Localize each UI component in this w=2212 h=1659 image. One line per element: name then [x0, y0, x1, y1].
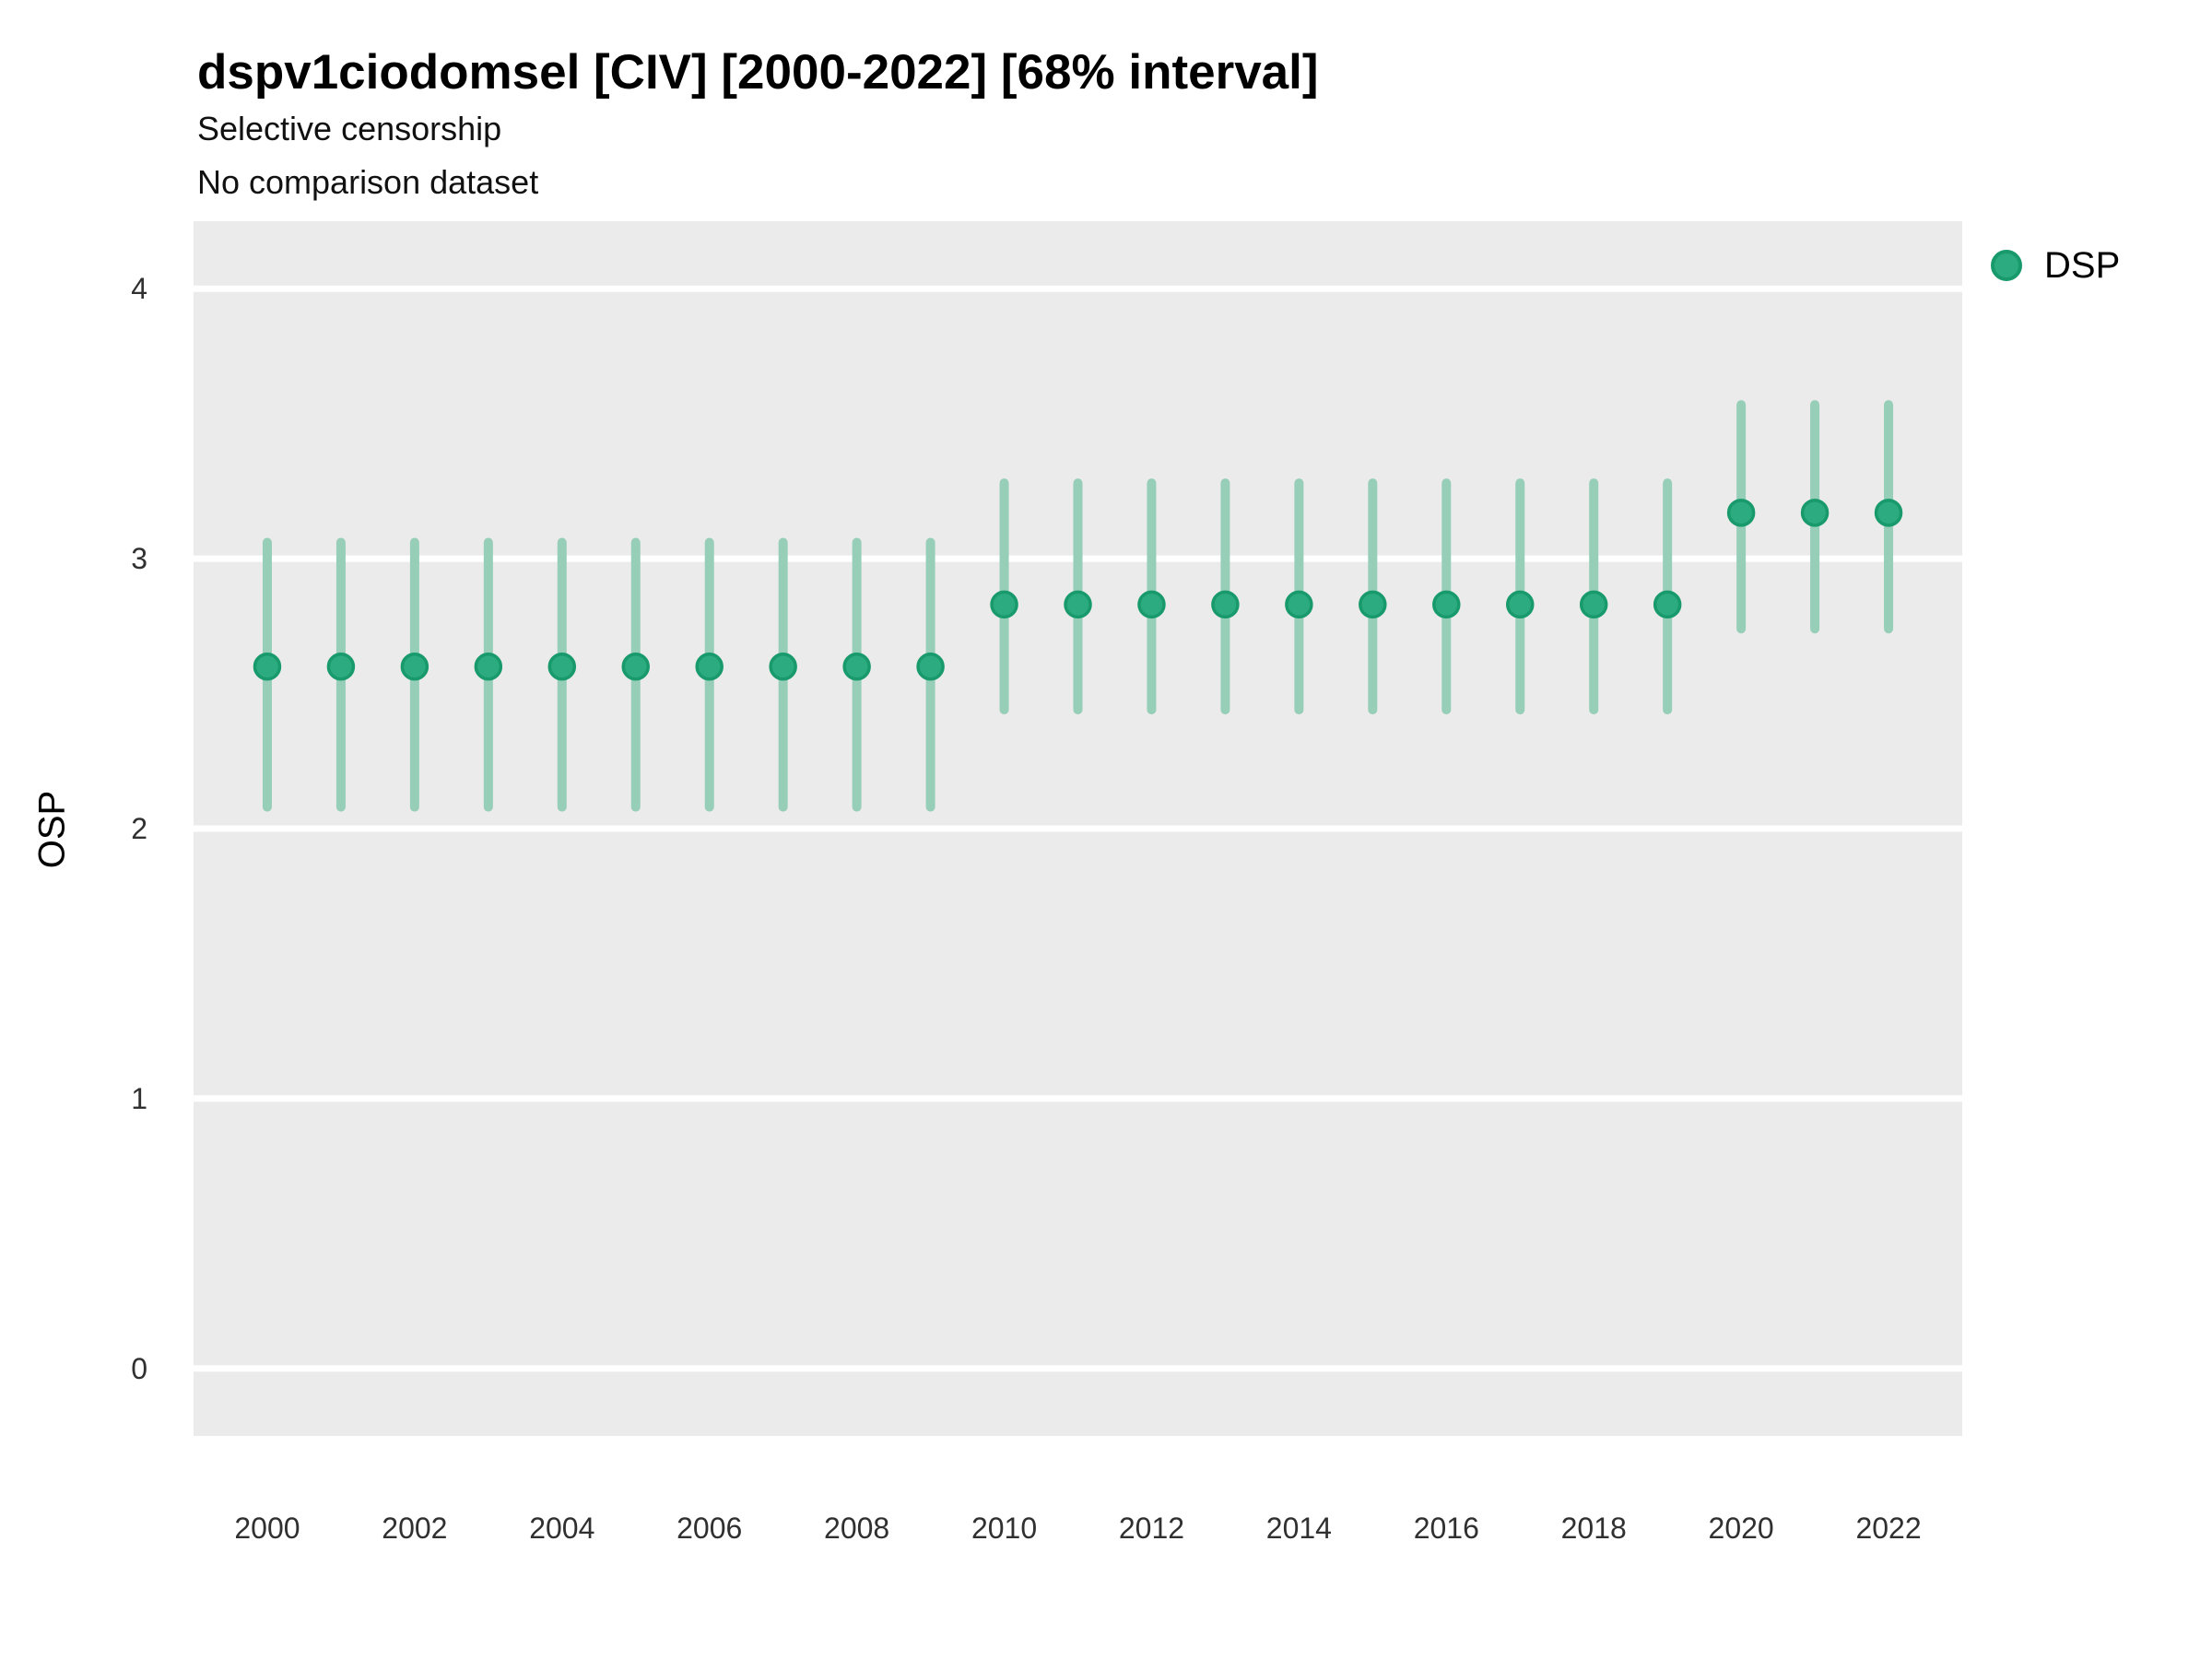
data-point-2018: [1579, 590, 1608, 619]
data-point-2020: [1726, 499, 1756, 527]
data-point-2001: [326, 653, 356, 681]
data-point-2003: [474, 653, 503, 681]
data-point-2007: [769, 653, 797, 681]
y-tick-label-0: 0: [131, 1351, 147, 1385]
x-tick-label-2018: 2018: [1560, 1512, 1627, 1545]
y-tick-label-1: 1: [131, 1081, 147, 1115]
data-point-2014: [1285, 590, 1313, 619]
data-point-2006: [695, 653, 724, 681]
x-tick-label-2016: 2016: [1413, 1512, 1479, 1545]
data-point-2010: [990, 590, 1018, 619]
data-point-2002: [400, 653, 429, 681]
data-point-2015: [1359, 590, 1387, 619]
data-point-2008: [842, 653, 871, 681]
y-tick-label-4: 4: [131, 272, 147, 306]
y-tick-label-2: 2: [131, 812, 147, 845]
data-point-2011: [1064, 590, 1092, 619]
chart-panel: [194, 221, 1962, 1436]
legend-point-icon: [1991, 250, 2022, 281]
x-tick-label-2004: 2004: [529, 1512, 595, 1545]
plot-subtitle-line1: Selective censorship: [197, 110, 502, 147]
x-tick-label-2012: 2012: [1118, 1512, 1185, 1545]
x-tick-label-2006: 2006: [677, 1512, 743, 1545]
x-tick-label-2014: 2014: [1265, 1512, 1332, 1545]
chart-canvas: [194, 285, 1962, 1372]
data-point-2013: [1211, 590, 1240, 619]
data-point-2017: [1506, 590, 1535, 619]
data-point-2004: [547, 653, 577, 681]
data-point-2021: [1800, 499, 1830, 527]
x-tick-label-2002: 2002: [382, 1512, 448, 1545]
y-tick-label-3: 3: [131, 542, 147, 576]
data-point-2009: [916, 653, 945, 681]
plot-subtitle-line2: No comparison dataset: [197, 163, 539, 201]
x-tick-label-2010: 2010: [971, 1512, 1038, 1545]
x-tick-label-2000: 2000: [234, 1512, 300, 1545]
x-tick-label-2022: 2022: [1855, 1512, 1922, 1545]
x-tick-label-2020: 2020: [1708, 1512, 1774, 1545]
data-point-2016: [1432, 590, 1461, 619]
data-point-2000: [253, 653, 282, 681]
data-point-2022: [1874, 499, 1903, 527]
data-point-2005: [621, 653, 650, 681]
data-point-2012: [1137, 590, 1166, 619]
data-point-2019: [1653, 590, 1682, 619]
x-tick-label-2008: 2008: [824, 1512, 890, 1545]
legend: DSP: [1991, 247, 2120, 284]
plot-title: dspv1ciodomsel [CIV] [2000-2022] [68% in…: [197, 45, 1319, 100]
legend-item-label: DSP: [2044, 245, 2121, 286]
